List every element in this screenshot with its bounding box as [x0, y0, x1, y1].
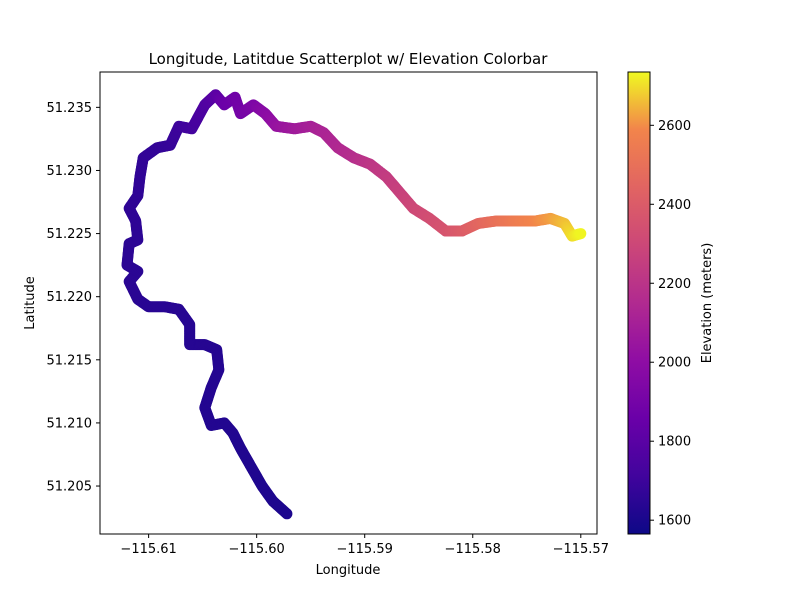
y-tick-label: 51.210 [47, 416, 93, 431]
x-tick-label: −115.59 [337, 542, 393, 557]
colorbar-tick-label: 2400 [658, 198, 691, 213]
x-axis: −115.61 −115.60 −115.59 −115.58 −115.57 [120, 534, 609, 557]
y-tick-label: 51.215 [47, 353, 93, 368]
y-tick-label: 51.235 [47, 101, 93, 116]
x-axis-label: Longitude [316, 563, 381, 578]
y-axis: 51.205 51.210 51.215 51.220 51.225 51.230 51.2… [47, 101, 100, 495]
x-tick-label: −115.61 [120, 542, 176, 557]
colorbar-axis: 1600 1800 2000 2200 2400 2600 [650, 119, 691, 529]
y-tick-label: 51.205 [47, 480, 93, 495]
colorbar-tick-label: 2600 [658, 119, 691, 134]
y-tick-label: 51.225 [47, 227, 93, 242]
x-tick-label: −115.58 [445, 542, 501, 557]
colorbar [627, 71, 651, 535]
colorbar-tick-label: 1800 [658, 435, 691, 450]
data-point [575, 228, 587, 240]
data-points [121, 89, 587, 520]
chart-title: Longitude, Latitdue Scatterplot w/ Eleva… [149, 50, 549, 68]
y-axis-label: Latitude [23, 276, 38, 330]
y-tick-label: 51.220 [47, 290, 93, 305]
plot-frame [99, 71, 598, 535]
colorbar-label: Elevation (meters) [700, 243, 715, 364]
colorbar-tick-label: 2000 [658, 356, 691, 371]
colorbar-tick-label: 2200 [658, 277, 691, 292]
x-tick-label: −115.60 [228, 542, 284, 557]
x-tick-label: −115.57 [553, 542, 609, 557]
colorbar-tick-label: 1600 [658, 514, 691, 529]
y-tick-label: 51.230 [47, 164, 93, 179]
